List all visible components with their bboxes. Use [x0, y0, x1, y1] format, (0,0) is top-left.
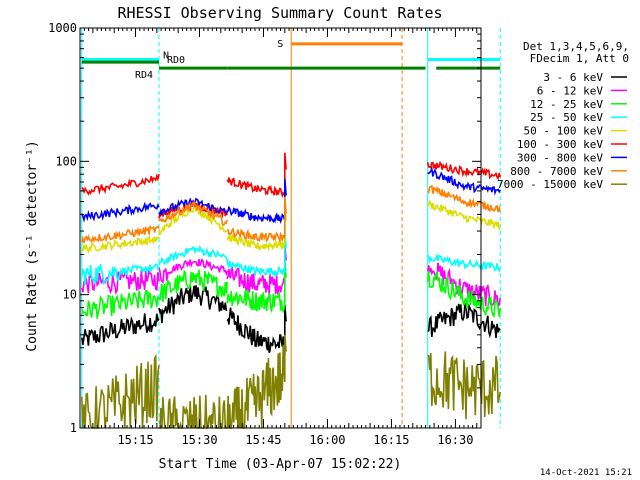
series-line	[226, 304, 287, 355]
series-line	[426, 160, 501, 181]
y-axis-label: Count Rate (s⁻¹ detector⁻¹)	[25, 140, 40, 351]
series-2	[81, 260, 501, 319]
y-tick-label: 1	[70, 421, 77, 435]
series-3	[81, 231, 501, 286]
series-7	[81, 184, 501, 244]
legend-header-line: FDecim 1, Att 0	[530, 52, 629, 65]
series-line	[226, 231, 287, 278]
series-line	[81, 353, 160, 429]
series-line	[81, 173, 160, 196]
x-axis-label: Start Time (03-Apr-07 15:02:22)	[159, 457, 402, 472]
x-tick-label: 16:30	[437, 433, 473, 447]
series-line	[158, 284, 228, 324]
legend-label: 100 - 300 keV	[517, 138, 603, 151]
series-line	[426, 270, 501, 319]
series-line	[427, 351, 501, 420]
series-4	[81, 199, 501, 255]
y-tick-label: 100	[55, 154, 77, 168]
state-label-n: N	[163, 51, 169, 62]
y-tick-label: 1000	[48, 21, 77, 35]
series-0	[81, 284, 501, 355]
legend-header-line: Det 1,3,4,5,6,9,	[523, 40, 629, 53]
y-tick-label: 10	[63, 288, 77, 302]
series-line	[81, 201, 160, 223]
series-line	[158, 204, 228, 235]
series-line	[158, 269, 228, 302]
series-line	[158, 197, 228, 217]
series-line	[427, 165, 501, 196]
footer-date: 14-Oct-2021 15:21	[540, 468, 632, 478]
series-line	[427, 252, 501, 273]
legend-label: 25 - 50 keV	[530, 111, 603, 124]
legend-label: 3 - 6 keV	[543, 71, 603, 84]
legend-label: 50 - 100 keV	[524, 125, 604, 138]
state-label-s: S	[277, 39, 283, 50]
series-line	[81, 224, 160, 244]
series-line	[427, 302, 501, 339]
chart-title: RHESSI Observing Summary Count Rates	[117, 4, 442, 22]
series-line	[426, 262, 501, 308]
x-tick-label: 16:15	[373, 433, 409, 447]
series-line	[226, 334, 287, 429]
legend-label: 300 - 800 keV	[517, 151, 603, 164]
series-line	[81, 313, 160, 346]
series-line	[81, 289, 160, 319]
series-line	[81, 263, 160, 286]
legend-label: 800 - 7000 keV	[510, 165, 603, 178]
series-line	[159, 394, 228, 429]
series-line	[81, 233, 160, 255]
series-6	[81, 165, 501, 225]
series-line	[158, 244, 228, 266]
legend-label: 7000 - 15000 keV	[497, 178, 603, 191]
series-line	[226, 260, 287, 314]
series-line	[226, 203, 287, 252]
series-line	[427, 184, 501, 213]
legend: Det 1,3,4,5,6,9,FDecim 1, Att 0 3 - 6 keV…	[497, 40, 629, 191]
series-line	[158, 258, 228, 284]
state-label-rd4: RD4	[135, 70, 153, 81]
series-line	[427, 199, 501, 231]
series-line	[226, 152, 287, 199]
x-tick-label: 15:30	[181, 433, 217, 447]
legend-label: 6 - 12 keV	[537, 84, 604, 97]
series-line	[226, 178, 287, 225]
legend-label: 12 - 25 keV	[530, 98, 603, 111]
series-line	[158, 200, 228, 227]
x-tick-label: 16:00	[309, 433, 345, 447]
series-line	[227, 196, 287, 244]
x-tick-label: 15:15	[117, 433, 153, 447]
x-tick-label: 15:45	[245, 433, 281, 447]
state-label-rd0: RD0	[167, 55, 185, 66]
